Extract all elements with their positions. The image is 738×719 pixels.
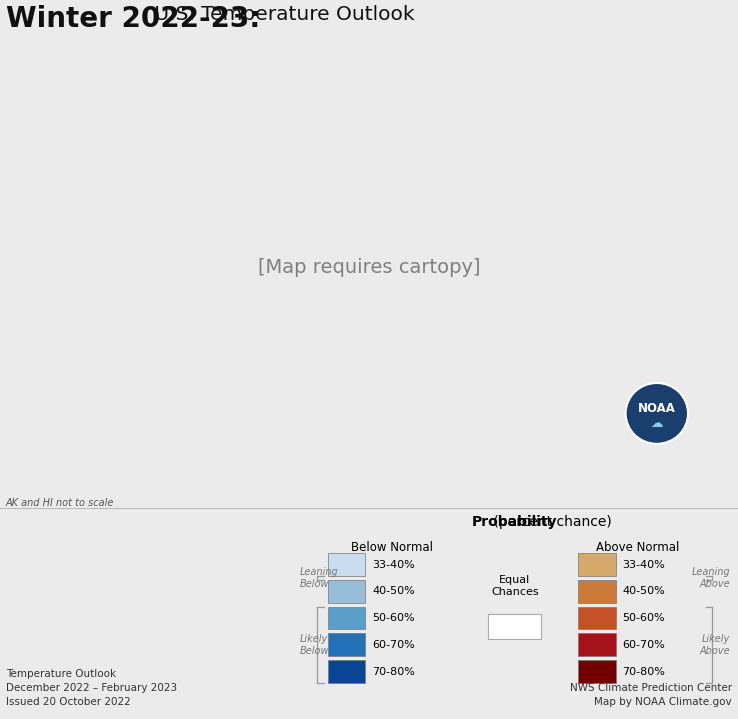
Text: 33-40%: 33-40%	[372, 559, 415, 569]
Text: Leaning
Below: Leaning Below	[300, 567, 338, 589]
Text: 60-70%: 60-70%	[372, 640, 415, 650]
Text: 70-80%: 70-80%	[372, 667, 415, 677]
FancyBboxPatch shape	[579, 580, 615, 603]
Text: 50-60%: 50-60%	[622, 613, 665, 623]
FancyBboxPatch shape	[328, 554, 365, 576]
Text: ☁: ☁	[651, 416, 663, 430]
Text: Equal
Chances: Equal Chances	[491, 575, 539, 597]
Text: Below Normal: Below Normal	[351, 541, 432, 554]
Text: [Map requires cartopy]: [Map requires cartopy]	[258, 258, 480, 278]
Text: 33-40%: 33-40%	[622, 559, 665, 569]
Text: 40-50%: 40-50%	[372, 587, 415, 597]
Text: Issued 20 October 2022: Issued 20 October 2022	[6, 697, 131, 707]
FancyBboxPatch shape	[328, 607, 365, 630]
Text: Leaning
Above: Leaning Above	[692, 567, 730, 589]
Text: Likely
Above: Likely Above	[700, 634, 730, 656]
Text: NWS Climate Prediction Center: NWS Climate Prediction Center	[570, 683, 732, 693]
FancyBboxPatch shape	[328, 633, 365, 656]
FancyBboxPatch shape	[489, 613, 541, 639]
Text: (percent chance): (percent chance)	[489, 515, 611, 528]
Text: Above Normal: Above Normal	[596, 541, 680, 554]
Text: Likely
Below: Likely Below	[300, 634, 329, 656]
Circle shape	[626, 383, 688, 444]
Text: U.S. Temperature Outlook: U.S. Temperature Outlook	[148, 5, 415, 24]
Text: AK and HI not to scale: AK and HI not to scale	[6, 498, 114, 508]
FancyBboxPatch shape	[579, 607, 615, 630]
Text: December 2022 – February 2023: December 2022 – February 2023	[6, 683, 177, 693]
Text: 50-60%: 50-60%	[372, 613, 415, 623]
Text: 40-50%: 40-50%	[622, 587, 665, 597]
FancyBboxPatch shape	[579, 554, 615, 576]
Text: 60-70%: 60-70%	[622, 640, 665, 650]
Text: Map by NOAA Climate.gov: Map by NOAA Climate.gov	[595, 697, 732, 707]
Text: Winter 2022-23:: Winter 2022-23:	[6, 5, 261, 33]
Text: 70-80%: 70-80%	[622, 667, 665, 677]
Text: Temperature Outlook: Temperature Outlook	[6, 669, 116, 679]
FancyBboxPatch shape	[579, 633, 615, 656]
FancyBboxPatch shape	[579, 660, 615, 683]
Text: NOAA: NOAA	[638, 402, 676, 415]
Text: Probability: Probability	[472, 515, 557, 528]
FancyBboxPatch shape	[328, 660, 365, 683]
FancyBboxPatch shape	[328, 580, 365, 603]
